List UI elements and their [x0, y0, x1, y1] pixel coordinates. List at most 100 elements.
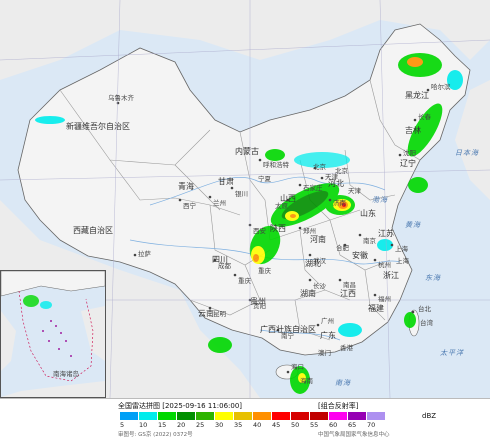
south-china-sea-inset: 南海诸岛: [0, 270, 106, 398]
scale-tick-label: 5: [120, 421, 125, 429]
producer-organization: 中国气象局国家气象信息中心: [318, 432, 390, 438]
city-label: 台北: [418, 305, 431, 313]
city-label: 南京: [363, 237, 376, 245]
city-label: 长沙: [313, 282, 326, 290]
city-label: 石家庄: [303, 184, 323, 192]
city-label: 广州: [321, 317, 334, 325]
sea-label-bohai: 渤海: [372, 196, 388, 204]
city-label: 贵阳: [253, 302, 266, 310]
province-label-shanghai: 上海: [396, 257, 409, 265]
province-label-hunan: 湖南: [300, 289, 316, 298]
city-label: 合肥: [336, 244, 349, 252]
province-label-beijing: 北京: [335, 167, 348, 175]
province-label-ningxia: 宁夏: [258, 175, 271, 183]
province-label-shanxi: 山西: [280, 194, 296, 203]
scale-swatch: [158, 412, 176, 420]
city-label: 福州: [378, 295, 391, 303]
scale-tick-label: 30: [215, 421, 224, 429]
city-label: 沈阳: [403, 149, 416, 157]
province-label-chongqing: 重庆: [258, 267, 271, 275]
city-label: 西宁: [183, 202, 196, 210]
province-label-hainan: 海南: [300, 377, 313, 385]
legend-product: [组合反射率]: [318, 402, 359, 410]
scale-swatch: [310, 412, 328, 420]
city-label: 哈尔滨: [431, 83, 451, 91]
province-label-anhui: 安徽: [352, 251, 368, 260]
scale-tick-label: 15: [158, 421, 167, 429]
city-label: 南昌: [343, 281, 356, 289]
city-label: 昆明: [213, 310, 226, 318]
neighbour-land-north: [0, 0, 490, 80]
radar-map: 新疆维吾尔自治区 西藏自治区 青海 甘肃 内蒙古 宁夏 陕西 四川 重庆 云南 …: [0, 0, 490, 398]
city-label: 银川: [235, 190, 248, 198]
scale-tick-label: 10: [139, 421, 148, 429]
scale-swatch: [291, 412, 309, 420]
province-label-shaanxi: 陕西: [270, 224, 286, 233]
province-label-fujian: 福建: [368, 304, 384, 313]
color-scale-ticks: 5 10 15 20 25 30 35 40 45 50 55 60 65 70: [120, 421, 386, 429]
rivers: [129, 176, 401, 341]
province-label-jiangsu: 江苏: [378, 229, 394, 238]
scale-swatch: [139, 412, 157, 420]
scale-swatch: [329, 412, 347, 420]
scale-swatch: [120, 412, 138, 420]
province-label-guangdong: 广东: [320, 331, 336, 340]
province-label-hongkong: 香港: [340, 344, 353, 352]
province-label-henan: 河南: [310, 235, 326, 244]
city-label: 拉萨: [138, 250, 151, 258]
city-label: 成都: [218, 262, 231, 270]
legend-unit: dBZ: [422, 412, 437, 420]
province-label-gansu: 甘肃: [218, 177, 234, 186]
province-label-hubei: 湖北: [305, 259, 321, 268]
province-label-macau: 澳门: [318, 349, 331, 357]
scale-swatch: [177, 412, 195, 420]
sea-label-huanghai: 黄海: [405, 221, 421, 229]
city-label: 杭州: [378, 261, 391, 269]
province-label-shandong: 山东: [360, 209, 376, 218]
province-label-tianjin: 天津: [348, 187, 361, 195]
scale-tick-label: 70: [367, 421, 376, 429]
province-label-liaoning: 辽宁: [400, 159, 416, 168]
province-label-zhejiang: 浙江: [383, 271, 399, 280]
city-label: 郑州: [303, 227, 316, 235]
legend-title: 全国雷达拼图 [2025-09-16 11:06:00]: [118, 402, 243, 410]
map-review-number: 审图号: GS京 (2022) 0372号: [118, 432, 193, 438]
city-label: 乌鲁木齐: [108, 94, 134, 102]
scale-swatch: [196, 412, 214, 420]
radar-echoes: [35, 53, 463, 394]
china-landmass: [17, 23, 471, 356]
city-label: 太原: [275, 202, 288, 210]
scale-swatch: [272, 412, 290, 420]
scale-tick-label: 20: [177, 421, 186, 429]
province-borders: [59, 79, 421, 341]
scale-swatch: [367, 412, 385, 420]
scale-tick-label: 45: [272, 421, 281, 429]
city-label: 长春: [418, 113, 431, 121]
graticule: [0, 0, 490, 398]
sea-label-riben: 日本海: [455, 149, 479, 157]
city-label: 武汉: [313, 257, 326, 265]
scale-tick-label: 40: [253, 421, 262, 429]
sea-label-taipingyang: 太平洋: [440, 349, 464, 357]
scale-swatch: [234, 412, 252, 420]
sea-label-donghai: 东海: [425, 274, 441, 282]
scale-tick-label: 55: [310, 421, 319, 429]
scale-tick-label: 50: [291, 421, 300, 429]
city-label: 天津: [325, 173, 338, 181]
city-label: 海口: [291, 363, 304, 371]
scale-tick-label: 65: [348, 421, 357, 429]
scale-tick-label: 35: [234, 421, 243, 429]
province-label-hebei: 河北: [328, 179, 344, 188]
province-label-guangxi: 广西壮族自治区: [260, 325, 316, 334]
province-label-sichuan: 四川: [212, 255, 228, 264]
city-label: 南宁: [281, 332, 294, 340]
province-label-neimenggu: 内蒙古: [235, 147, 259, 156]
scale-swatch: [253, 412, 271, 420]
scale-tick-label: 25: [196, 421, 205, 429]
city-label: 上海: [395, 245, 408, 253]
province-label-xinjiang: 新疆维吾尔自治区: [66, 122, 130, 131]
province-label-yunnan: 云南: [198, 309, 214, 318]
inset-map: [1, 271, 105, 397]
sea-label-nanhai: 南海: [335, 379, 351, 387]
province-label-heilongjiang: 黑龙江: [405, 91, 429, 100]
